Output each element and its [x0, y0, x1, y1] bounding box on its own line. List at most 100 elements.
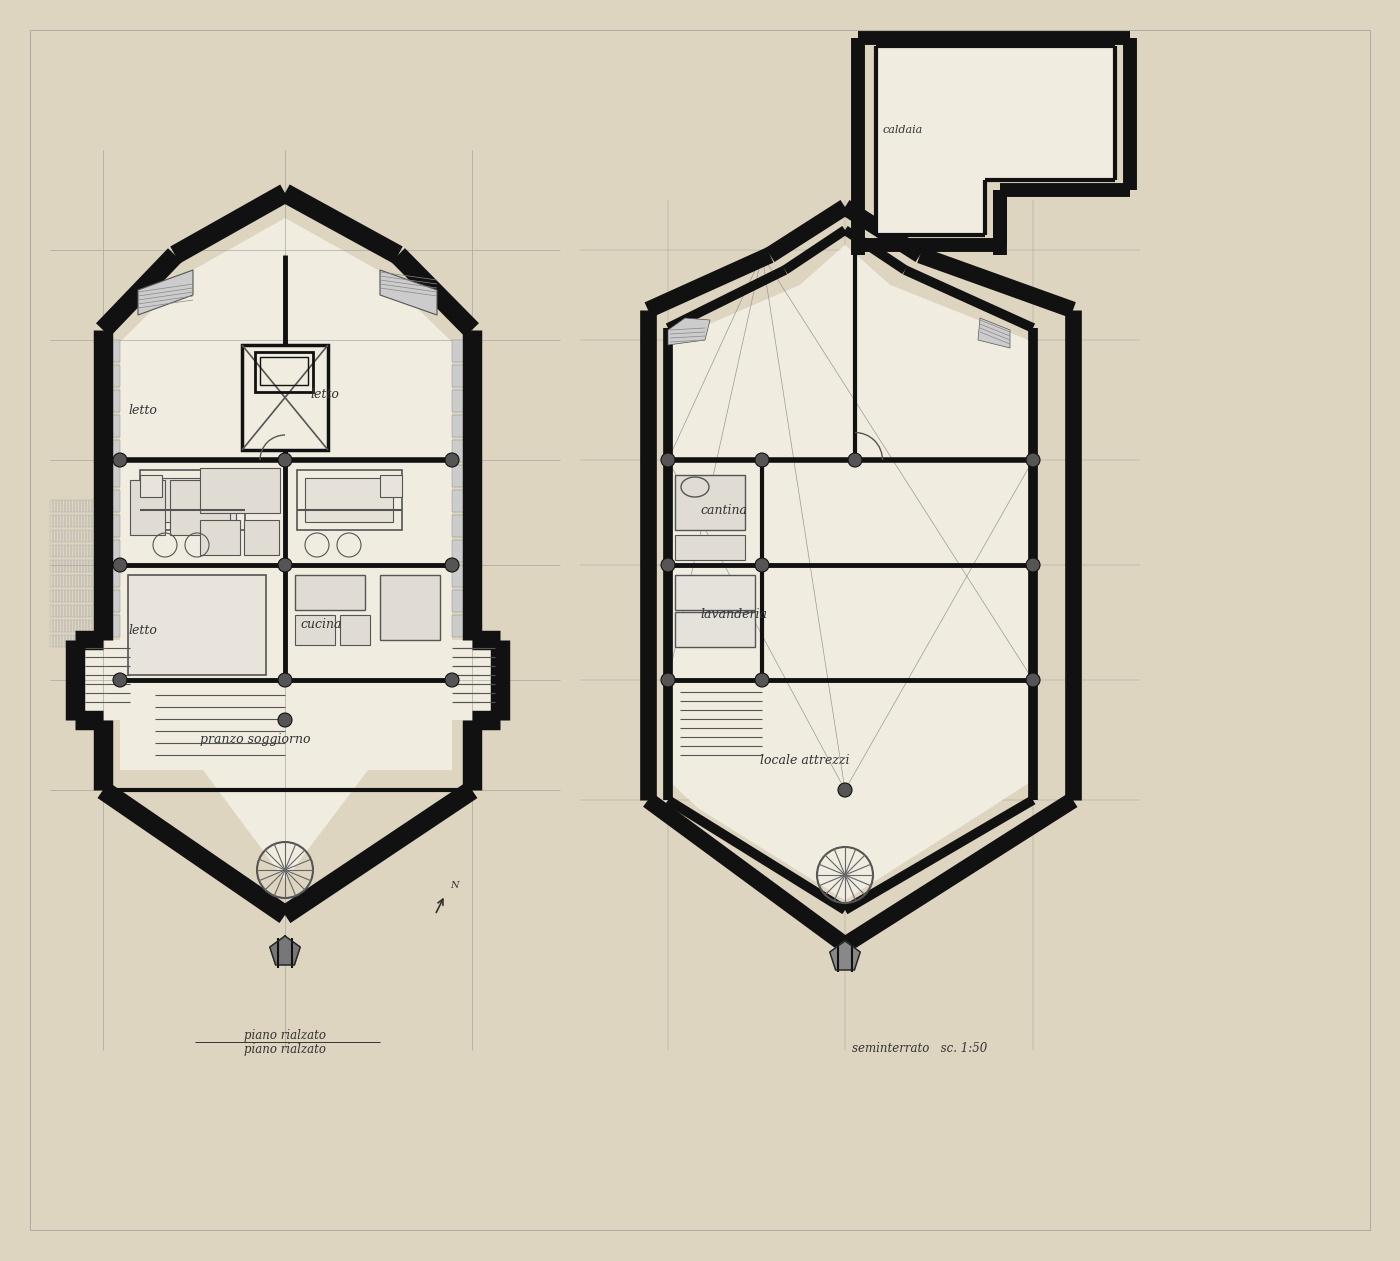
Circle shape [661, 673, 675, 687]
Bar [62, 590, 64, 601]
Bar [64, 530, 69, 542]
Bar [59, 514, 62, 527]
Bar [74, 605, 77, 617]
Bar [92, 530, 95, 542]
Text: piano rialzato: piano rialzato [244, 1044, 326, 1057]
Bar [53, 575, 56, 588]
Bar [71, 575, 74, 588]
Bar [77, 636, 80, 647]
Bar [83, 620, 85, 632]
Bar [80, 590, 83, 601]
Bar [101, 560, 104, 572]
Bar [53, 590, 56, 601]
Bar [85, 560, 90, 572]
Bar [56, 545, 59, 557]
Bar [62, 605, 64, 617]
Bar [56, 636, 59, 647]
Bar [90, 560, 92, 572]
Bar [74, 514, 77, 527]
Bar [101, 530, 104, 542]
Bar [95, 590, 98, 601]
Bar [90, 545, 92, 557]
Circle shape [279, 559, 293, 572]
Bar [452, 390, 472, 412]
Polygon shape [668, 245, 1033, 900]
Text: letto: letto [127, 404, 157, 416]
Bar [200, 468, 280, 513]
Bar [53, 620, 56, 632]
Bar [74, 620, 77, 632]
Bar [77, 514, 80, 527]
Bar [98, 545, 101, 557]
Bar [104, 540, 120, 562]
Bar [64, 636, 69, 647]
Bar [200, 520, 239, 555]
Bar [452, 440, 472, 462]
Bar [98, 575, 101, 588]
Text: letto: letto [309, 388, 339, 401]
Bar [59, 545, 62, 557]
Text: seminterrato   sc. 1:50: seminterrato sc. 1:50 [853, 1042, 987, 1054]
Bar [98, 501, 101, 512]
Bar [98, 605, 101, 617]
Bar [986, 45, 1114, 180]
Bar [64, 545, 69, 557]
Bar [50, 560, 53, 572]
Bar [98, 636, 101, 647]
Bar [77, 605, 80, 617]
Bar [74, 575, 77, 588]
Bar [69, 590, 71, 601]
Bar [77, 501, 80, 512]
Bar [255, 352, 314, 392]
Bar [74, 636, 77, 647]
Bar [90, 590, 92, 601]
Bar [98, 530, 101, 542]
Bar [59, 530, 62, 542]
Bar [92, 605, 95, 617]
Bar [83, 530, 85, 542]
Polygon shape [668, 245, 1033, 900]
Text: N: N [449, 881, 459, 890]
Bar [77, 530, 80, 542]
Bar [104, 465, 120, 487]
Bar [85, 620, 90, 632]
Text: cucina: cucina [300, 618, 342, 632]
Bar [83, 501, 85, 512]
Bar [77, 545, 80, 557]
Bar [85, 605, 90, 617]
Bar [80, 636, 83, 647]
Bar [56, 590, 59, 601]
Bar [148, 478, 237, 522]
Bar [244, 520, 279, 555]
Bar [69, 514, 71, 527]
Bar [56, 530, 59, 542]
Bar [92, 501, 95, 512]
Bar [169, 480, 230, 535]
Bar [80, 560, 83, 572]
Bar [452, 465, 472, 487]
Bar [104, 415, 120, 438]
Bar [104, 565, 120, 588]
Bar [90, 514, 92, 527]
Bar [71, 545, 74, 557]
Bar [98, 560, 101, 572]
Bar [50, 501, 53, 512]
Bar [64, 620, 69, 632]
Bar [675, 575, 755, 610]
Bar [53, 545, 56, 557]
Bar [56, 575, 59, 588]
Circle shape [1026, 673, 1040, 687]
Bar [50, 530, 53, 542]
Text: letto: letto [127, 623, 157, 637]
Bar [452, 615, 472, 637]
Bar [104, 390, 120, 412]
Bar [85, 636, 90, 647]
Bar [452, 364, 472, 387]
Bar [69, 560, 71, 572]
Bar [85, 514, 90, 527]
Polygon shape [830, 941, 860, 970]
Bar [83, 575, 85, 588]
Bar [74, 530, 77, 542]
Bar [675, 612, 755, 647]
Bar [83, 560, 85, 572]
